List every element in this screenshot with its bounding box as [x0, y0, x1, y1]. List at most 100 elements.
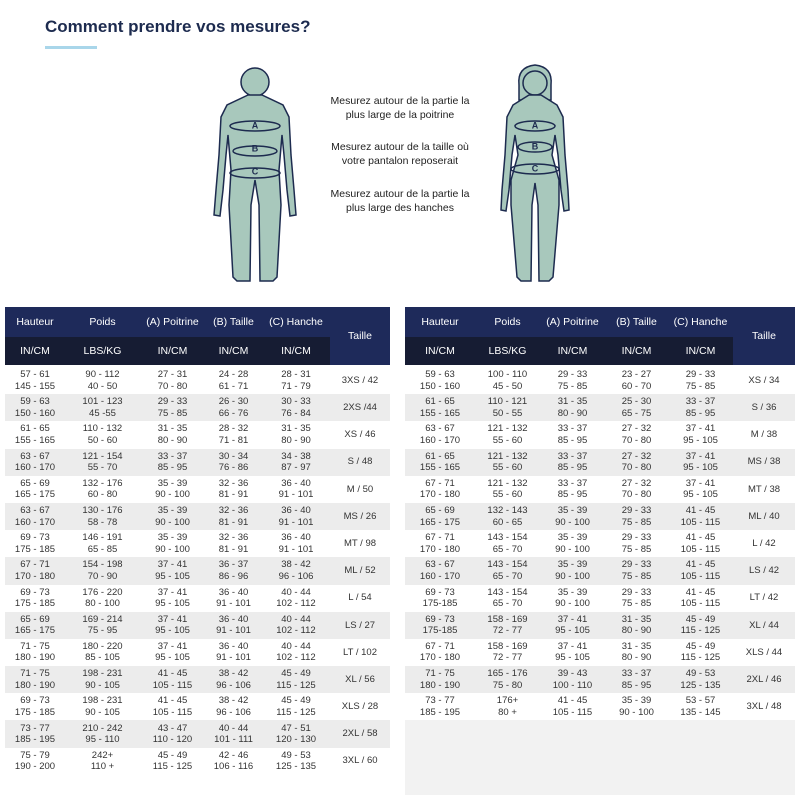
table-cell: 29 - 33 75 - 85 — [540, 367, 605, 395]
table-cell: 154 - 198 70 - 90 — [65, 557, 140, 585]
table-cell: 47 - 51 120 - 130 — [262, 720, 330, 748]
table-cell: 198 - 231 90 - 105 — [65, 666, 140, 694]
cell-line: 36 - 40 — [218, 586, 249, 598]
cell-line: 61 - 71 — [218, 380, 249, 392]
cell-line: 75 - 85 — [685, 380, 716, 392]
table-cell: 67 - 71 170 - 180 — [405, 475, 475, 503]
size-cell: 2XS /44 — [330, 394, 390, 422]
table-cell: 65 - 69 165 - 175 — [5, 611, 65, 639]
size-cell: XS / 46 — [330, 421, 390, 449]
cell-line: 110 + — [90, 761, 115, 773]
cell-line: 115 - 125 — [276, 706, 316, 718]
table-cell: 242+ 110 + — [65, 747, 140, 775]
cell-line: 35 - 39 — [557, 586, 588, 598]
cell-line: 175 - 185 — [14, 543, 56, 555]
cell-line: 101 - 123 — [82, 396, 123, 408]
cell-line: 41 - 45 — [157, 695, 188, 707]
table-cell: 69 - 73 175-185 — [405, 611, 475, 639]
table-cell: 101 - 123 45 -55 — [65, 394, 140, 422]
table-cell: 59 - 63 150 - 160 — [5, 394, 65, 422]
cell-line: 80 - 90 — [621, 625, 652, 637]
unit-header: LBS/KG — [65, 337, 140, 367]
cell-line: 29 - 33 — [557, 369, 588, 381]
cell-line: 27 - 32 — [621, 450, 652, 462]
cell-line: 36 - 40 — [281, 532, 311, 544]
column-header: (A) Poitrine — [540, 307, 605, 337]
table-cell: 35 - 39 90 - 100 — [140, 502, 205, 531]
table-cell: 71 - 75 180 - 190 — [5, 638, 65, 667]
cell-line: 37 - 41 — [685, 450, 716, 462]
man-figure: A B C — [213, 67, 297, 282]
instruction-line: Mesurez autour de la taille où — [331, 141, 469, 153]
table-cell: 43 - 47 110 - 120 — [140, 720, 205, 748]
cell-line: 65 - 70 — [492, 598, 523, 610]
cell-line: 95 - 110 — [85, 734, 120, 746]
woman-figure: A B C — [500, 64, 570, 282]
cell-line: 150 - 160 — [419, 380, 461, 392]
cell-line: 105 - 115 — [680, 598, 721, 610]
instruction: Mesurez autour de la partie la plus large… — [300, 94, 500, 122]
table-cell: 37 - 41 95 - 105 — [668, 475, 733, 503]
cell-line: 30 - 34 — [218, 450, 249, 462]
cell-line: 76 - 84 — [281, 407, 311, 419]
cell-line: 120 - 130 — [275, 734, 317, 746]
cell-line: 125 - 135 — [275, 761, 317, 773]
cell-line: 185 - 195 — [14, 734, 56, 746]
table-cell: 33 - 37 85 - 95 — [140, 448, 205, 476]
cell-line: 67 - 71 — [425, 477, 455, 489]
table-cell: 34 - 38 87 - 97 — [262, 448, 330, 476]
table-cell: 69 - 73 175 - 185 — [5, 530, 65, 558]
cell-line: 35 - 39 — [157, 505, 188, 517]
table-cell: 37 - 41 95 - 105 — [540, 638, 605, 667]
table-cell: 31 - 35 80 - 90 — [262, 421, 330, 449]
cell-line: 50 - 60 — [87, 434, 118, 446]
cell-line: 176+ — [496, 695, 519, 707]
size-cell: MS / 26 — [330, 502, 390, 531]
cell-line: 145 - 155 — [14, 380, 56, 392]
table-cell: 31 - 35 80 - 90 — [605, 638, 668, 667]
table-cell: 29 - 33 75 - 85 — [605, 557, 668, 585]
size-cell: 2XL / 46 — [733, 666, 795, 694]
unit-header: IN/CM — [5, 337, 65, 367]
cell-line: 95 - 105 — [155, 570, 190, 582]
size-cell: LT / 42 — [733, 584, 795, 612]
cell-line: 37 - 41 — [157, 640, 188, 652]
cell-line: 37 - 41 — [557, 613, 588, 625]
cell-line: 75 - 79 — [20, 749, 50, 761]
table-cell: 169 - 214 75 - 95 — [65, 611, 140, 639]
column-header: Poids — [475, 307, 540, 337]
cell-line: 40 - 50 — [87, 380, 118, 392]
table-cell: 110 - 121 50 - 55 — [475, 394, 540, 422]
cell-line: 60 - 80 — [87, 489, 118, 501]
cell-line: 132 - 176 — [82, 477, 123, 489]
cell-line: 105 - 115 — [152, 706, 193, 718]
cell-line: 121 - 154 — [82, 450, 123, 462]
table-cell: 110 - 132 50 - 60 — [65, 421, 140, 449]
cell-line: 90 - 100 — [155, 516, 190, 528]
size-cell: MT / 98 — [330, 530, 390, 558]
size-cell: 2XL / 58 — [330, 720, 390, 748]
column-header: Taille — [330, 307, 390, 367]
figure-label: A — [252, 120, 259, 130]
table-cell: 24 - 28 61 - 71 — [205, 367, 262, 395]
cell-line: 110 - 121 — [487, 396, 528, 408]
cell-line: 37 - 41 — [685, 477, 716, 489]
cell-line: 31 - 35 — [281, 423, 311, 435]
table-cell: 39 - 43 100 - 110 — [540, 666, 605, 694]
instruction: Mesurez autour de la taille où votre pant… — [300, 140, 500, 168]
table-cell: 73 - 77 185 - 195 — [5, 720, 65, 748]
table-cell: 36 - 40 91 - 101 — [205, 584, 262, 612]
cell-line: 95 - 105 — [683, 434, 718, 446]
title: Comment prendre vos mesures? — [45, 17, 311, 36]
cell-line: 71 - 79 — [281, 380, 311, 392]
cell-line: 155 - 165 — [419, 407, 461, 419]
cell-line: 165 - 176 — [487, 668, 528, 680]
cell-line: 85 - 95 — [557, 434, 588, 446]
table-cell: 37 - 41 95 - 105 — [140, 638, 205, 667]
table-cell: 42 - 46 106 - 116 — [205, 747, 262, 775]
cell-line: 105 - 115 — [680, 570, 721, 582]
column-header: Poids — [65, 307, 140, 337]
cell-line: 170 - 180 — [419, 543, 461, 555]
cell-line: 85 - 95 — [685, 407, 716, 419]
cell-line: 121 - 132 — [487, 423, 528, 435]
